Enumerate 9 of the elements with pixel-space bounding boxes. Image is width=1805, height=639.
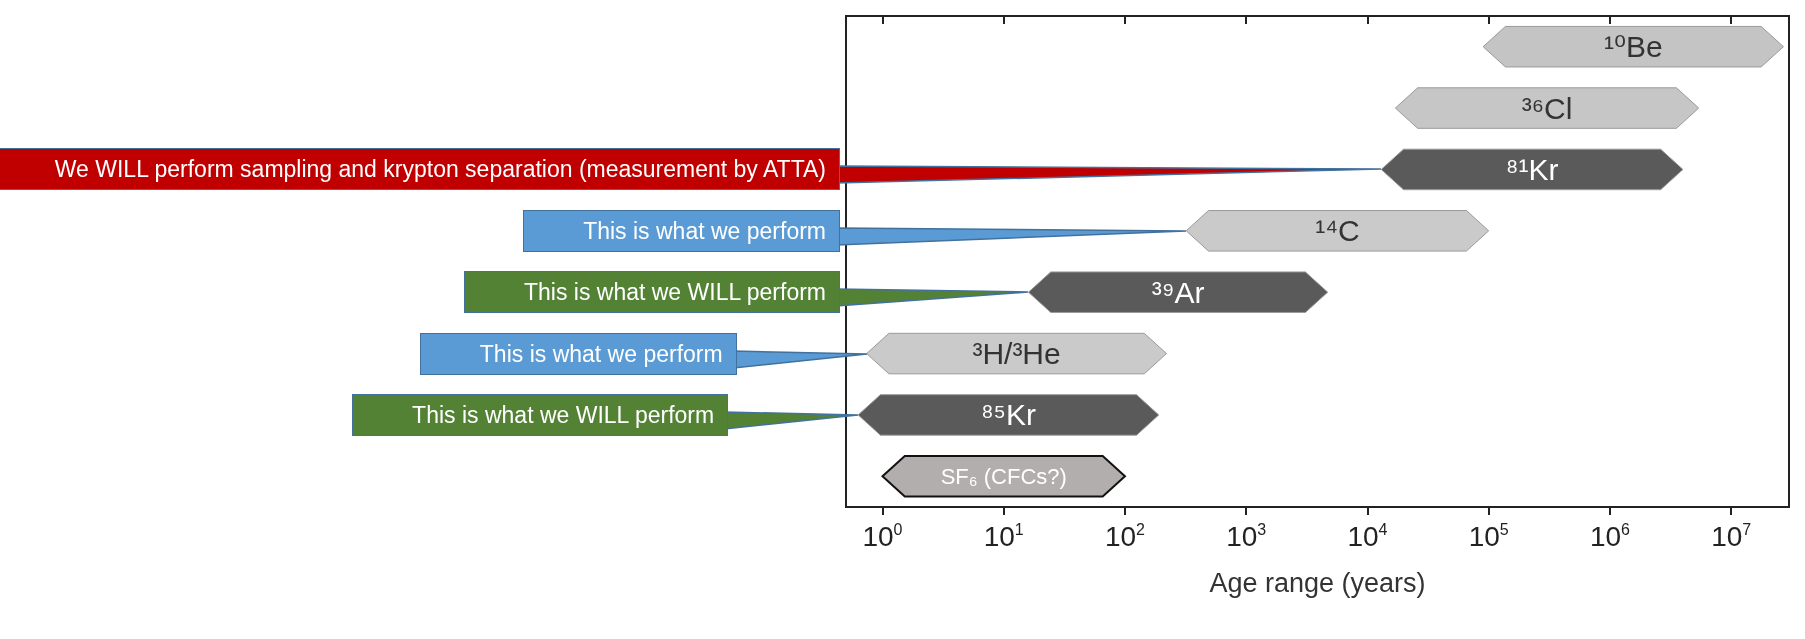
- y-tick-label: ³⁹Ar: [1151, 275, 1205, 309]
- y-tick-label: ¹⁴C: [1315, 214, 1360, 248]
- y-tick-label: ¹⁰Be: [1603, 30, 1663, 64]
- y-tick-label: ⁸⁵Kr: [980, 398, 1037, 432]
- y-tick-label: SF₆ (CFCs?): [940, 463, 1067, 489]
- y-tick-label: ³H/³He: [972, 337, 1061, 371]
- y-tick-label: ⁸¹Kr: [1505, 152, 1559, 186]
- y-tick-label: ³⁶Cl: [1521, 91, 1573, 125]
- x-axis-title: Age range (years): [1209, 567, 1426, 598]
